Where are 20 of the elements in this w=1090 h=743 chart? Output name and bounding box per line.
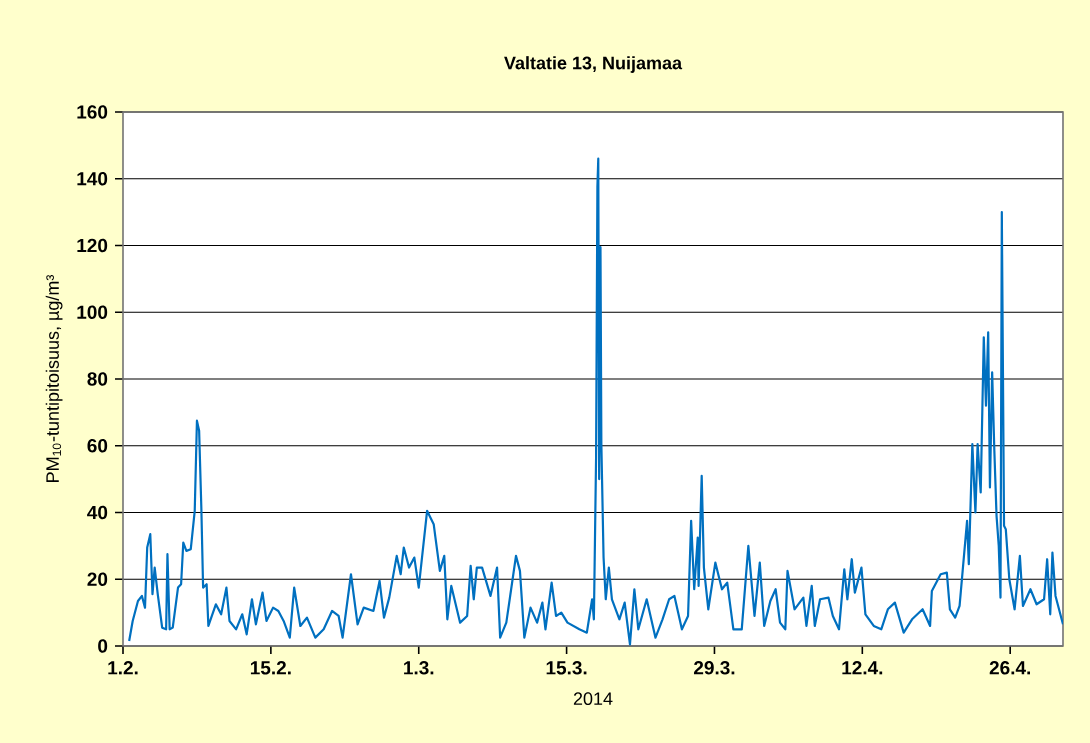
- y-tick-label: 100: [77, 305, 108, 319]
- chart-title: Valtatie 13, Nuijamaa: [504, 56, 683, 73]
- y-tick-label: 60: [87, 439, 108, 453]
- x-tick-label: 15.2.: [250, 661, 291, 675]
- x-tick-label: 1.3.: [404, 661, 434, 675]
- x-axis-title: 2014: [573, 692, 613, 706]
- y-tick-label: 0: [98, 639, 108, 653]
- x-tick-label: 1.2.: [108, 661, 138, 675]
- x-tick-label: 12.4.: [842, 661, 883, 675]
- x-tick-label: 15.3.: [546, 661, 587, 675]
- y-tick-label: 140: [77, 172, 108, 186]
- y-tick-label: 120: [77, 238, 108, 253]
- y-tick-label: 20: [87, 572, 108, 586]
- y-tick-label: 80: [87, 372, 108, 386]
- x-tick-label: 26.4.: [989, 661, 1031, 675]
- x-tick-label: 29.3.: [693, 661, 735, 675]
- line-series: [128, 157, 1063, 646]
- y-tick-label: 40: [87, 505, 108, 520]
- y-axis-title: PM$_{10}$-tuntipitoisuus, µg/m³: [45, 274, 63, 482]
- y-tick-label: 160: [77, 105, 108, 119]
